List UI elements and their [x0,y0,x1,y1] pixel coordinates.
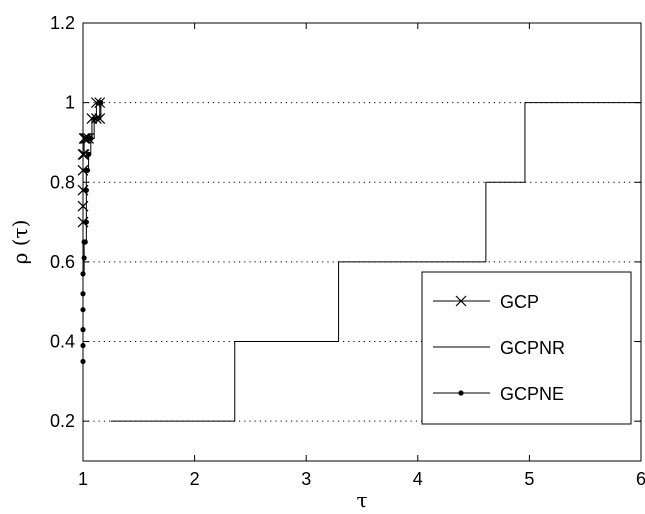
legend-marker-gcpne [458,390,464,396]
legend-label-gcpne: GCPNE [500,384,564,404]
legend-entry-gcpnr: GCPNR [433,338,565,358]
legend-entry-gcp: GCP [433,292,539,312]
point-gcpne-10 [83,187,89,193]
legend-label-gcpnr: GCPNR [500,338,565,358]
point-gcpne-6 [81,255,87,261]
point-gcp-5 [78,148,90,160]
point-gcpne-14 [88,135,94,142]
legend-entry-gcpne: GCPNE [433,384,564,404]
series-line-gcpnr [110,102,641,422]
point-gcp-7 [79,133,91,144]
legend-marker-gcp [455,295,467,307]
legend: GCP GCPNR GCPNE [421,271,632,425]
y-tick-label-1: 0.4 [50,332,75,352]
point-gcpne-13 [85,151,92,157]
series-layer [77,97,641,422]
x-tick-label-2: 3 [301,469,311,489]
point-gcpne-8 [82,239,88,245]
axis-ticks: 1 2 3 4 5 6 0.2 0.4 0.6 0.8 1 1.2 [50,13,645,489]
series-gcpnr [110,102,641,422]
point-gcp-6 [78,133,90,144]
y-tick-label-0: 0.2 [50,411,75,431]
point-gcpne-16 [94,115,101,122]
point-gcp-12 [90,97,102,109]
point-gcpne-12 [84,167,91,173]
y-tick-label-2: 0.6 [50,252,75,272]
point-gcpne-17 [98,100,104,106]
y-tick-label-3: 0.8 [50,172,75,192]
y-tick-label-4: 1 [65,93,75,113]
legend-label-gcp: GCP [500,292,539,312]
y-tick-label-5: 1.2 [50,13,75,33]
x-tick-label-0: 1 [78,469,88,489]
x-axis-label: τ [356,488,367,512]
x-tick-label-5: 6 [636,469,645,489]
x-tick-label-4: 5 [524,469,534,489]
plot-frame [82,22,642,462]
y-axis-label: ρ (τ) [8,220,32,265]
point-gcpne-9 [83,219,89,225]
x-tick-label-3: 4 [413,469,423,489]
x-tick-label-1: 2 [190,469,200,489]
